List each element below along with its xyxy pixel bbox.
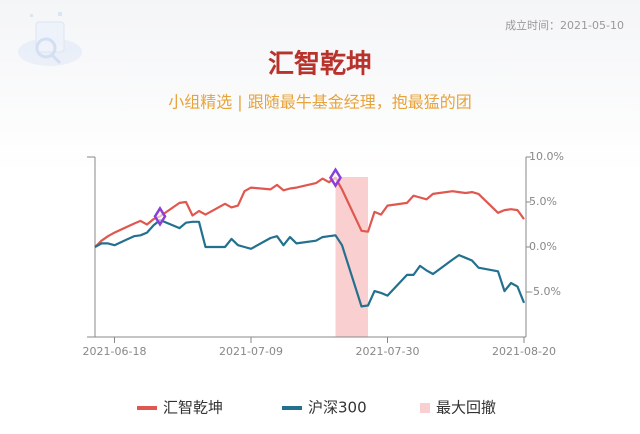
established-date: 成立时间：2021-05-10: [505, 18, 624, 32]
series-line: [94, 218, 526, 308]
x-tick-label: 2021-06-18: [83, 345, 147, 358]
x-tick-label: 2021-08-20: [492, 345, 556, 358]
chart-subtitle: 小组精选 | 跟随最牛基金经理，抱最猛的团: [168, 93, 472, 112]
y-tick-label: 10.0%: [529, 150, 564, 163]
legend-label: 最大回撤: [436, 399, 496, 417]
drawdown-band: [335, 177, 368, 337]
x-tick-label: 2021-07-30: [356, 345, 420, 358]
legend-swatch: [282, 406, 302, 410]
y-tick-label: -5.0%: [529, 285, 561, 298]
legend-label: 沪深300: [308, 399, 367, 417]
legend-label: 汇智乾坤: [163, 399, 223, 417]
marker: [153, 206, 167, 227]
y-tick-label: 5.0%: [529, 195, 557, 208]
legend-swatch: [137, 406, 157, 410]
decor-icon: [18, 12, 82, 66]
x-tick-label: 2021-07-09: [219, 345, 283, 358]
chart-title: 汇智乾坤: [268, 50, 372, 80]
legend-swatch: [420, 403, 430, 413]
y-tick-label: 0.0%: [529, 240, 557, 253]
marker: [329, 167, 342, 189]
